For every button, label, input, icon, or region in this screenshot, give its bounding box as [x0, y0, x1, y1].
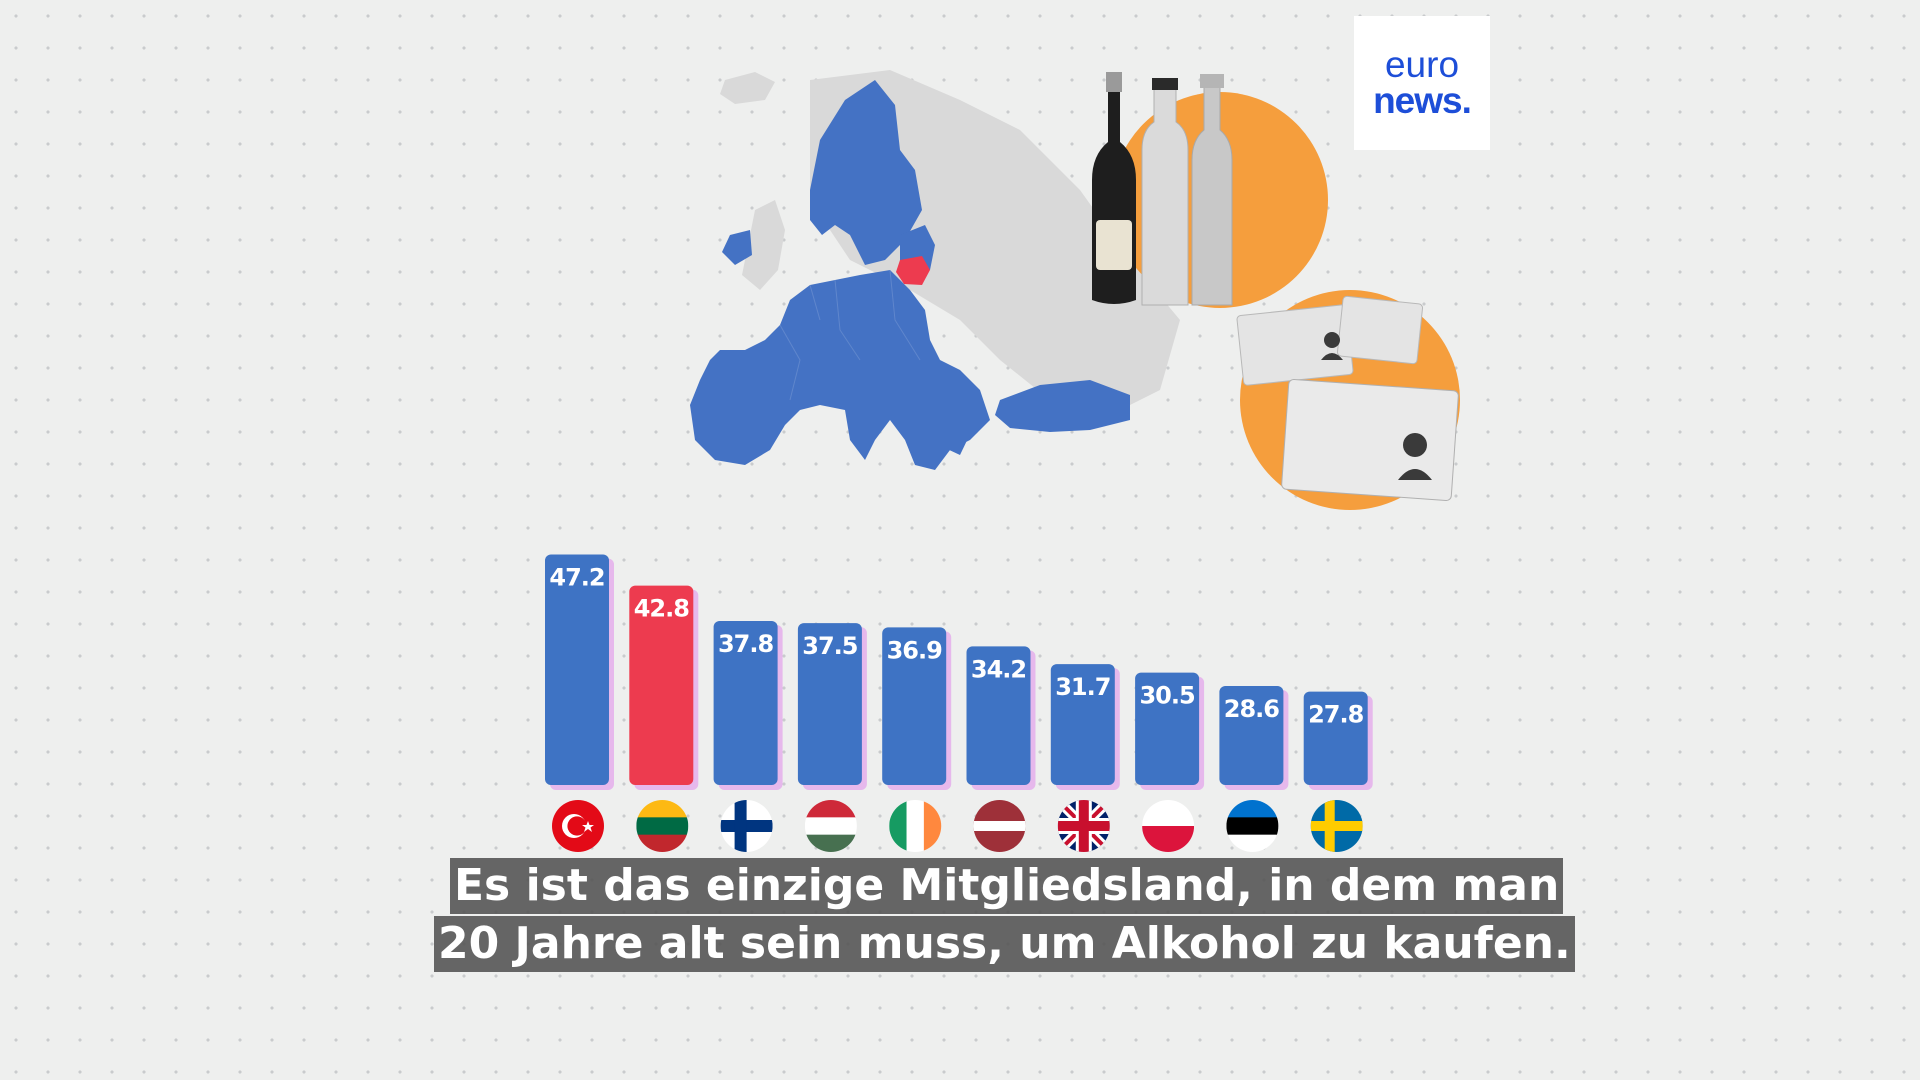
ireland-flag-icon: [889, 800, 942, 852]
continental-eu: [690, 270, 990, 470]
euronews-logo: euro news.: [1354, 16, 1490, 150]
scandinavia: [810, 80, 922, 265]
bar-ireland: [882, 627, 947, 785]
bar-sweden: [1303, 691, 1368, 785]
estonia-flag-icon: [1226, 800, 1279, 852]
bar-finland: [713, 620, 778, 785]
bar-lithuania: [629, 585, 694, 785]
greece-land: [940, 400, 972, 455]
bar-turkey: [545, 554, 609, 785]
bar-value-label: 28.6: [1224, 695, 1280, 723]
bar-united-kingdom: [1050, 664, 1115, 785]
illustration-group: [1092, 72, 1460, 510]
logo-line-2: news.: [1373, 80, 1472, 121]
id-card-icon: [1236, 295, 1459, 501]
turkey-flag-icon: [552, 800, 604, 852]
bottle-icon: [1092, 72, 1136, 304]
subtitle-line-2: 20 Jahre alt sein muss, um Alkohol zu ka…: [434, 916, 1575, 972]
bar-value-label: 37.5: [802, 632, 858, 660]
bar-value-label: 36.9: [887, 636, 943, 664]
bar-poland: [1135, 672, 1200, 785]
bar-value-label: 31.7: [1055, 673, 1110, 701]
bottle-icon-2: [1141, 78, 1189, 306]
uk-land: [742, 200, 785, 290]
bar-value-label: 34.2: [971, 655, 1026, 683]
bar-value-label: 47.2: [549, 564, 604, 592]
uk-flag-icon: [1057, 800, 1110, 852]
bar-value-label: 30.5: [1139, 682, 1195, 710]
bar-latvia: [966, 646, 1031, 785]
turkey-land: [995, 380, 1130, 432]
bar-value-label: 42.8: [634, 595, 690, 623]
ireland-land: [722, 230, 752, 265]
finland-flag-icon: [720, 800, 773, 852]
bar-value-label: 37.8: [718, 630, 774, 658]
bar-hungary: [797, 623, 862, 785]
latvia-flag-icon: [973, 800, 1026, 852]
europe-map: [690, 70, 1180, 470]
subtitle-line-1: Es ist das einzige Mitgliedsland, in dem…: [450, 858, 1564, 914]
sweden-flag-icon: [1310, 800, 1363, 852]
bar-estonia: [1219, 686, 1284, 785]
bottle-icon-3: [1191, 74, 1233, 306]
poland-flag-icon: [1142, 800, 1195, 852]
lithuania-flag-icon: [636, 800, 689, 852]
bar-value-label: 27.8: [1308, 701, 1364, 729]
iceland: [720, 72, 775, 104]
logo-line-1: euro: [1384, 43, 1460, 85]
lithuania-highlight: [896, 256, 930, 285]
hungary-flag-icon: [804, 800, 857, 852]
